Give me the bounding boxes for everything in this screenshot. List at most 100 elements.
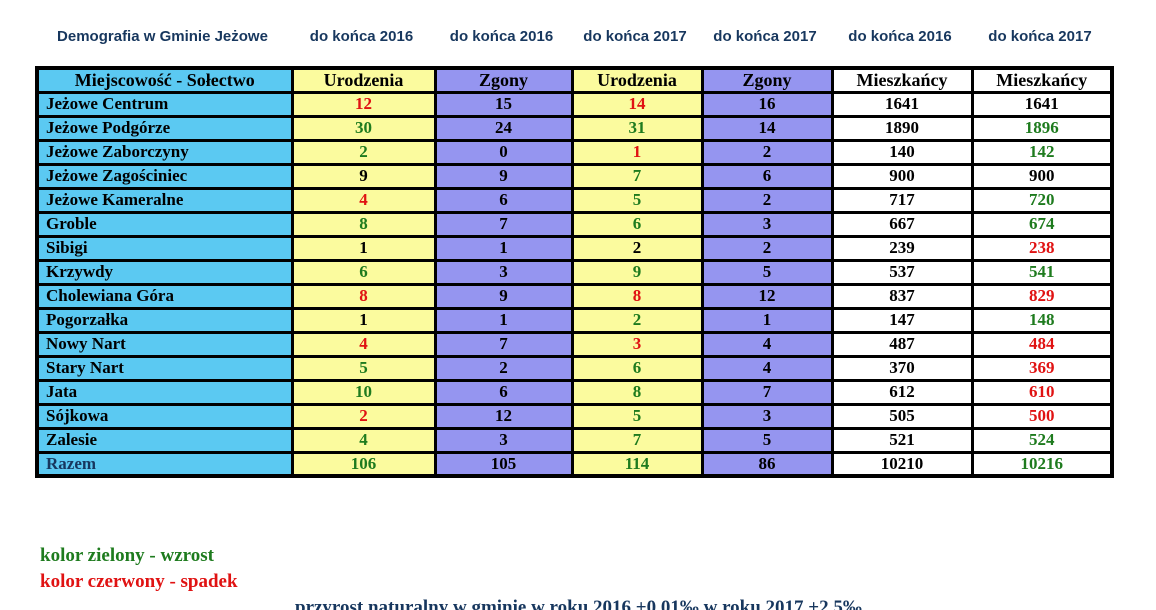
table-body: Jeżowe Centrum 12 15 14 16 1641 1641 Jeżowe Pod… [35, 90, 1114, 478]
cell-births-2017: 5 [570, 402, 704, 430]
cell-births-2016: 4 [290, 186, 437, 214]
cell-locality: Jeżowe Zagościniec [35, 162, 294, 190]
legend-red: kolor czerwony - spadek [40, 571, 238, 592]
cell-population-2017: 148 [970, 306, 1114, 334]
cell-deaths-2016: 7 [433, 210, 574, 238]
cell-deaths-2016: 1 [433, 306, 574, 334]
cell-population-2016: 1641 [830, 90, 974, 118]
cell-births-2016: 8 [290, 210, 437, 238]
cell-population-2017: 1641 [970, 90, 1114, 118]
cell-deaths-2017: 4 [700, 354, 834, 382]
table-row: Jeżowe Zaborczyny 2 0 1 2 140 142 [35, 138, 1114, 166]
period-label-5: do końca 2016 [848, 28, 952, 45]
cell-locality: Groble [35, 210, 294, 238]
table-header-row: Miejscowość - Sołectwo Urodzenia Zgony U… [35, 66, 1114, 94]
cell-population-2017: 369 [970, 354, 1114, 382]
cell-deaths-2017: 2 [700, 186, 834, 214]
cell-population-2017: 484 [970, 330, 1114, 358]
cell-deaths-2016: 12 [433, 402, 574, 430]
cell-births-2016: 1 [290, 306, 437, 334]
cell-births-2017: 7 [570, 426, 704, 454]
color-legend: kolor zielony - wzrost kolor czerwony - … [40, 543, 238, 595]
cell-locality: Stary Nart [35, 354, 294, 382]
cell-deaths-2016: 9 [433, 162, 574, 190]
table-row: Jeżowe Kameralne 4 6 5 2 717 720 [35, 186, 1114, 214]
cell-locality: Jeżowe Kameralne [35, 186, 294, 214]
cell-population-2017: 610 [970, 378, 1114, 406]
cell-locality: Cholewiana Góra [35, 282, 294, 310]
table-row: Krzywdy 6 3 9 5 537 541 [35, 258, 1114, 286]
cell-deaths-2016: 24 [433, 114, 574, 142]
cell-births-2017: 114 [570, 450, 704, 478]
cell-population-2016: 1890 [830, 114, 974, 142]
cell-locality: Sibigi [35, 234, 294, 262]
cell-locality: Krzywdy [35, 258, 294, 286]
page-title: Demografia w Gminie Jeżowe [57, 28, 268, 45]
cell-births-2017: 2 [570, 234, 704, 262]
cell-births-2016: 4 [290, 426, 437, 454]
cell-deaths-2017: 7 [700, 378, 834, 406]
cell-births-2016: 4 [290, 330, 437, 358]
cell-deaths-2017: 2 [700, 234, 834, 262]
cell-deaths-2016: 2 [433, 354, 574, 382]
period-label-4: do końca 2017 [713, 28, 817, 45]
cell-deaths-2017: 4 [700, 330, 834, 358]
cell-deaths-2016: 6 [433, 186, 574, 214]
cell-births-2017: 3 [570, 330, 704, 358]
cell-births-2017: 8 [570, 378, 704, 406]
table-row: Jata 10 6 8 7 612 610 [35, 378, 1114, 406]
table-row: Groble 8 7 6 3 667 674 [35, 210, 1114, 238]
cell-deaths-2017: 6 [700, 162, 834, 190]
cell-population-2016: 140 [830, 138, 974, 166]
cell-deaths-2016: 105 [433, 450, 574, 478]
table-row: Nowy Nart 4 7 3 4 487 484 [35, 330, 1114, 358]
cell-population-2016: 10210 [830, 450, 974, 478]
cell-deaths-2017: 3 [700, 402, 834, 430]
period-label-6: do końca 2017 [988, 28, 1092, 45]
cell-population-2016: 147 [830, 306, 974, 334]
col-header-births-2016: Urodzenia [290, 66, 437, 94]
cell-deaths-2017: 5 [700, 426, 834, 454]
table-row: Jeżowe Podgórze 30 24 31 14 1890 1896 [35, 114, 1114, 142]
cell-births-2017: 6 [570, 354, 704, 382]
table-row: Cholewiana Góra 8 9 8 12 837 829 [35, 282, 1114, 310]
col-header-deaths-2017: Zgony [700, 66, 834, 94]
cell-births-2016: 106 [290, 450, 437, 478]
cell-births-2017: 6 [570, 210, 704, 238]
table-row: Jeżowe Zagościniec 9 9 7 6 900 900 [35, 162, 1114, 190]
cell-population-2016: 487 [830, 330, 974, 358]
cell-population-2017: 10216 [970, 450, 1114, 478]
table-row: Sibigi 1 1 2 2 239 238 [35, 234, 1114, 262]
cell-locality: Jeżowe Centrum [35, 90, 294, 118]
table-row: Razem 106 105 114 86 10210 10216 [35, 450, 1114, 478]
cell-population-2016: 537 [830, 258, 974, 286]
cell-births-2017: 5 [570, 186, 704, 214]
cell-population-2016: 521 [830, 426, 974, 454]
cell-deaths-2016: 6 [433, 378, 574, 406]
cell-deaths-2017: 12 [700, 282, 834, 310]
cell-deaths-2017: 14 [700, 114, 834, 142]
cell-population-2017: 524 [970, 426, 1114, 454]
cell-deaths-2017: 1 [700, 306, 834, 334]
cell-births-2017: 14 [570, 90, 704, 118]
cell-locality: Nowy Nart [35, 330, 294, 358]
demography-table: Miejscowość - Sołectwo Urodzenia Zgony U… [35, 66, 1114, 478]
top-header: Demografia w Gminie Jeżowe do końca 2016… [35, 28, 1112, 45]
cell-locality: Zalesie [35, 426, 294, 454]
cell-births-2017: 9 [570, 258, 704, 286]
period-label-3: do końca 2017 [583, 28, 687, 45]
cell-births-2016: 2 [290, 402, 437, 430]
cell-locality: Jeżowe Podgórze [35, 114, 294, 142]
cell-population-2017: 829 [970, 282, 1114, 310]
col-header-population-2017: Mieszkańcy [970, 66, 1114, 94]
cell-births-2016: 9 [290, 162, 437, 190]
cell-deaths-2016: 1 [433, 234, 574, 262]
cell-population-2016: 239 [830, 234, 974, 262]
cell-deaths-2017: 5 [700, 258, 834, 286]
cell-population-2017: 541 [970, 258, 1114, 286]
cell-deaths-2016: 3 [433, 258, 574, 286]
cell-population-2016: 612 [830, 378, 974, 406]
cell-births-2017: 31 [570, 114, 704, 142]
cell-births-2017: 2 [570, 306, 704, 334]
